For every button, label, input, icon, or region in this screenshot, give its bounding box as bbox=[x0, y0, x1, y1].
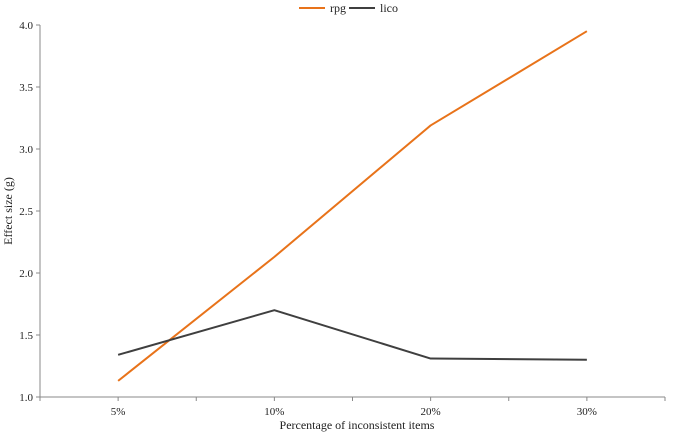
y-tick-label: 1.5 bbox=[19, 330, 33, 342]
x-tick-label: 10% bbox=[264, 406, 284, 418]
series-line-lico bbox=[117, 309, 587, 361]
series-line-rpg bbox=[117, 30, 588, 382]
y-axis-title: Effect size (g) bbox=[1, 177, 15, 245]
x-tick-label: 30% bbox=[577, 406, 597, 418]
y-tick-label: 1.0 bbox=[19, 392, 33, 404]
y-tick-label: 2.0 bbox=[19, 268, 33, 280]
legend-label-lico: lico bbox=[380, 1, 398, 15]
y-tick-label: 2.5 bbox=[19, 206, 33, 218]
y-axis-ticks: 1.0 1.5 2.0 2.5 3.0 3.5 4.0 bbox=[19, 20, 40, 404]
x-tick-label: 5% bbox=[111, 406, 126, 418]
x-tick-label: 20% bbox=[421, 406, 441, 418]
y-tick-label: 3.0 bbox=[19, 144, 33, 156]
legend: rpg lico bbox=[299, 1, 398, 15]
y-tick-label: 3.5 bbox=[19, 82, 33, 94]
legend-label-rpg: rpg bbox=[330, 1, 346, 15]
x-axis-title: Percentage of inconsistent items bbox=[280, 418, 435, 432]
series-lines bbox=[117, 30, 588, 382]
y-tick-label: 4.0 bbox=[19, 20, 33, 32]
x-axis-ticks: 5% 10% 20% 30% bbox=[39, 397, 666, 418]
